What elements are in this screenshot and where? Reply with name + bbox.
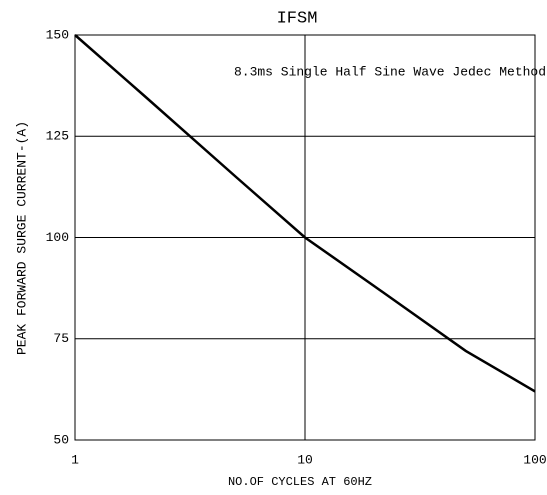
y-tick-label: 50 — [53, 432, 69, 447]
x-tick-label: 100 — [523, 452, 546, 467]
y-axis-label: PEAK FORWARD SURGE CURRENT-(A) — [14, 121, 29, 355]
x-tick-label: 1 — [71, 452, 79, 467]
annotation: 8.3ms Single Half Sine Wave Jedec Method — [234, 64, 546, 79]
x-axis-label: NO.OF CYCLES AT 60HZ — [228, 475, 372, 489]
series-line — [74, 34, 536, 393]
chart-title: IFSM — [277, 9, 318, 28]
y-tick-label: 150 — [46, 27, 69, 42]
y-tick-label: 75 — [53, 331, 69, 346]
x-tick-label: 10 — [297, 452, 313, 467]
y-tick-label: 100 — [46, 230, 69, 245]
y-tick-label: 125 — [46, 129, 69, 144]
